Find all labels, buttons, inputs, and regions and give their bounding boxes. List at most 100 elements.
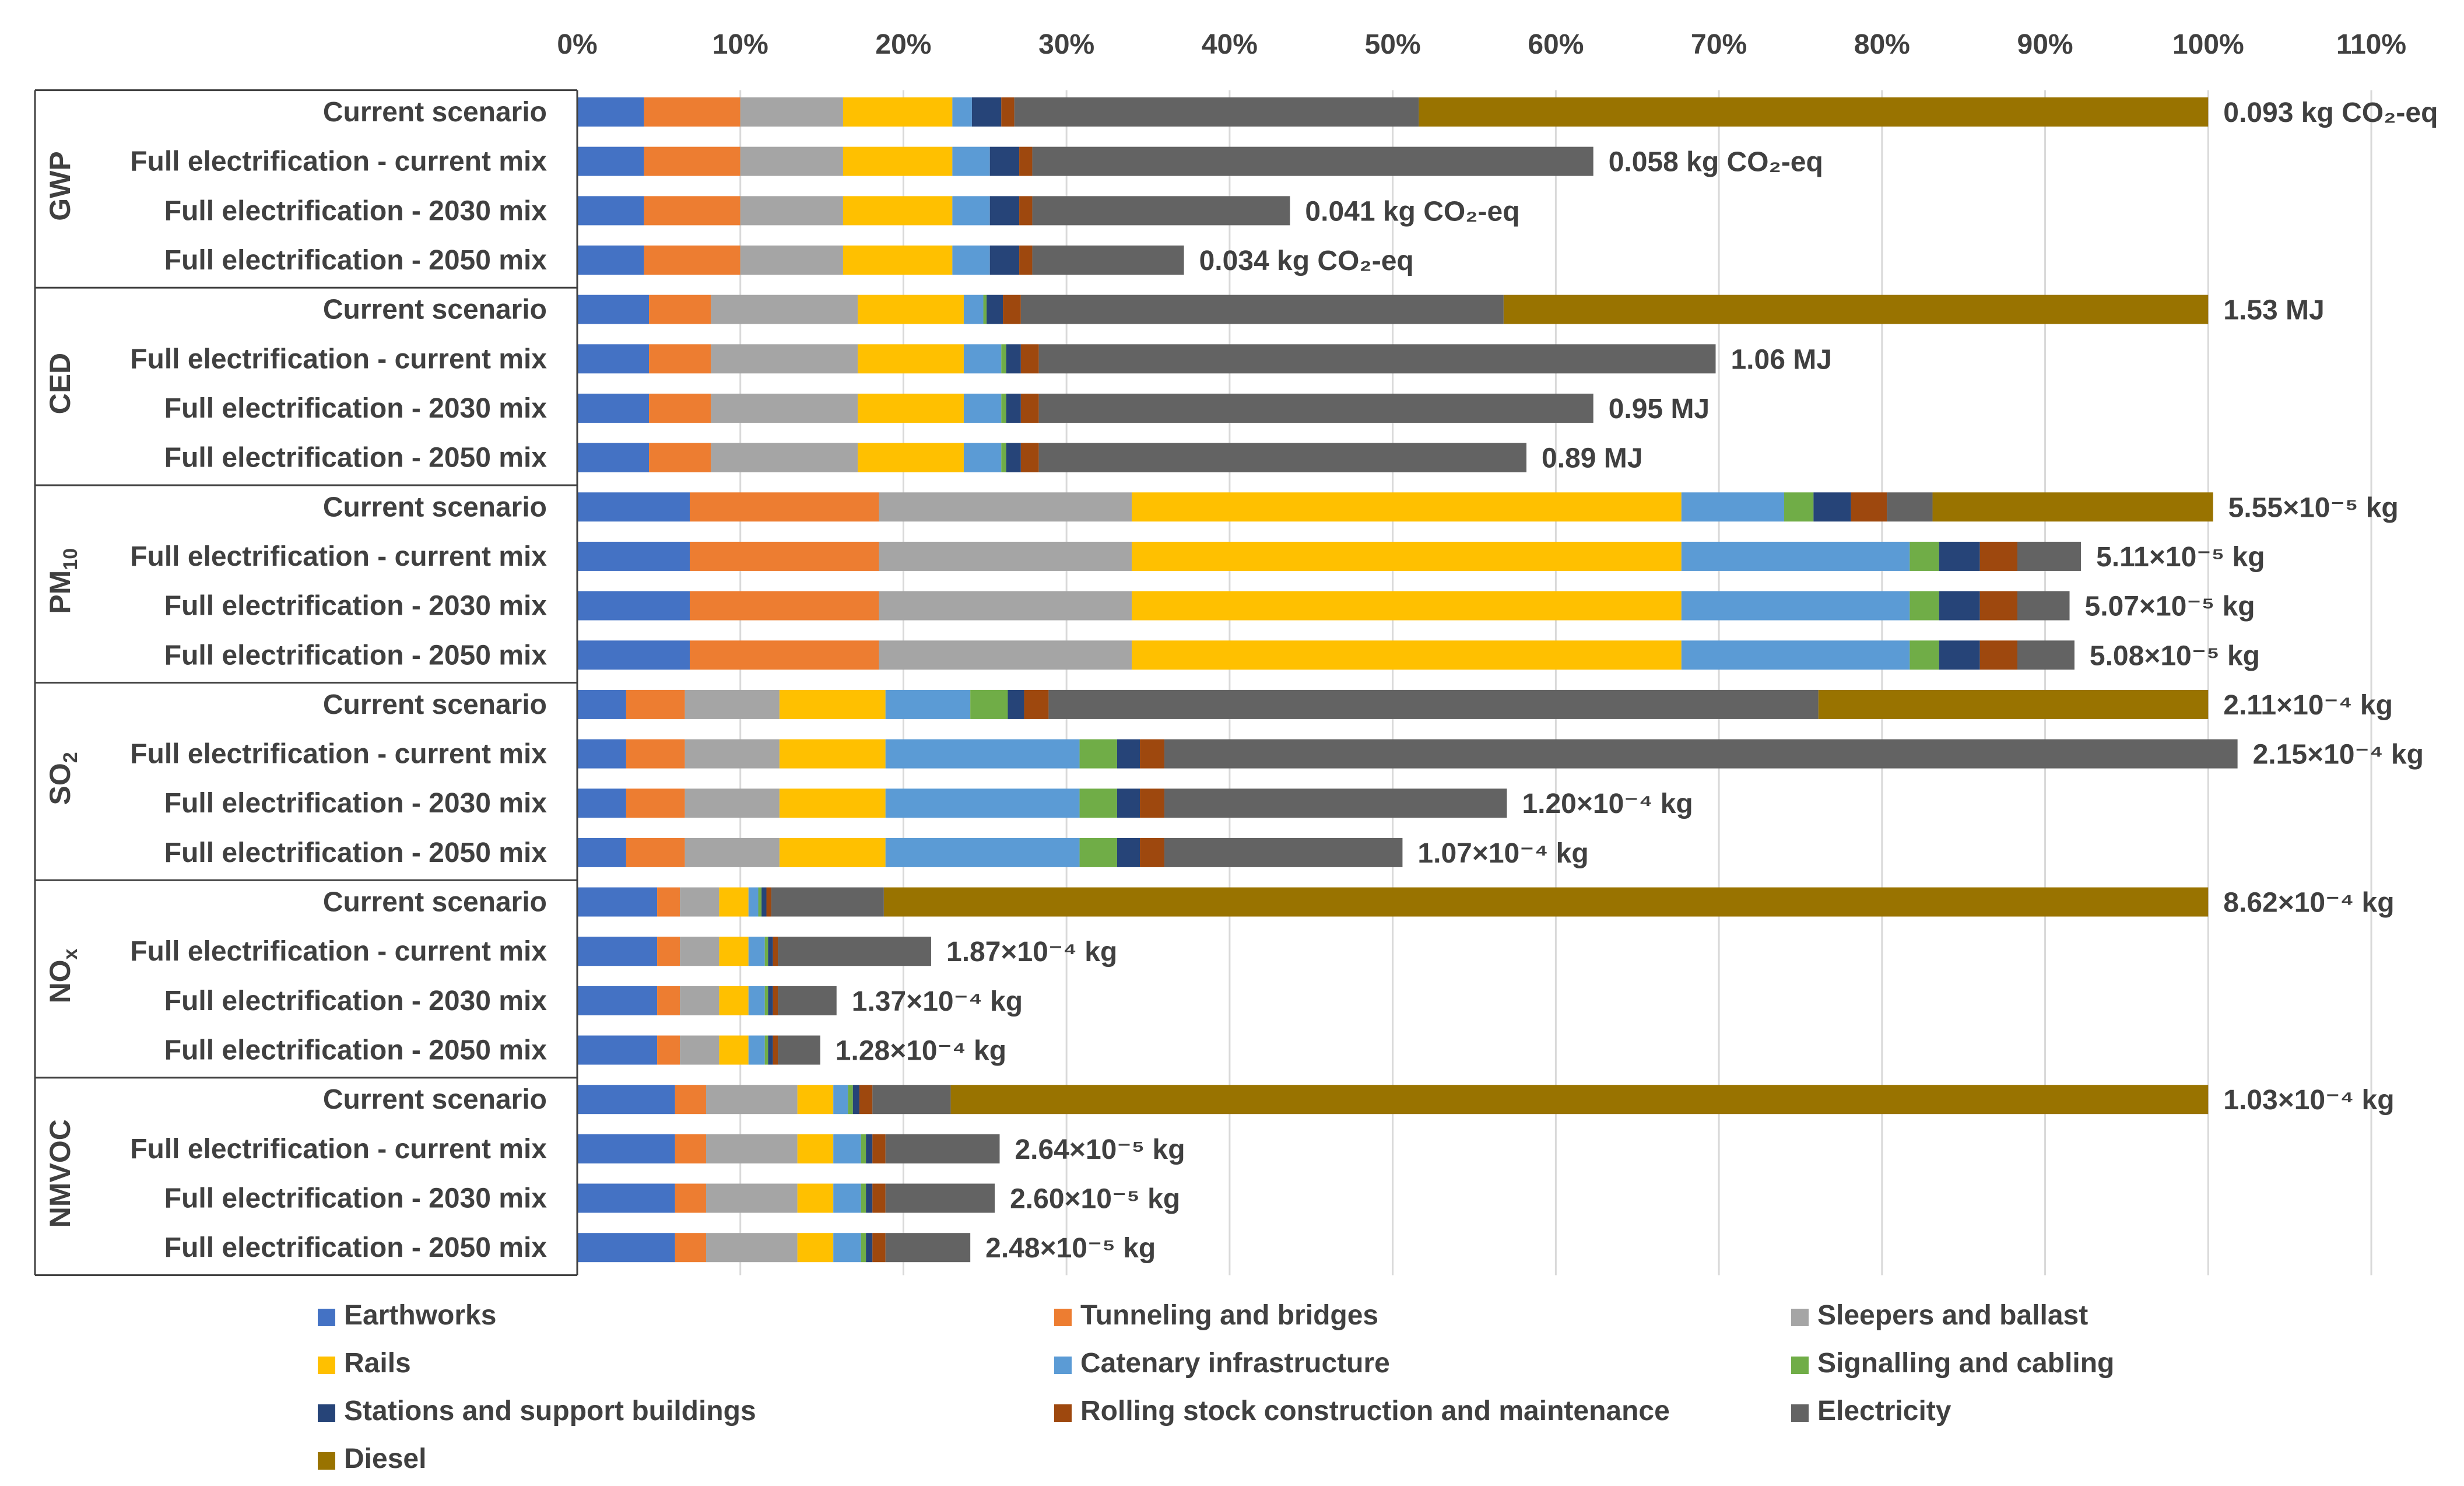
x-tick-label: 100%: [2172, 29, 2244, 60]
bar-total-label: 1.53 MJ: [2223, 295, 2324, 326]
bar-segment-rails: [797, 1134, 834, 1163]
bar-segment-electricity: [1038, 344, 1716, 374]
bar-segment-tunneling-and-bridges: [675, 1183, 706, 1213]
category-label: Current scenario: [323, 492, 547, 523]
bar-segment-sleepers-and-ballast: [680, 887, 719, 917]
bar-total-label: 5.55×10⁻⁵ kg: [2228, 492, 2399, 523]
bar-segment-sleepers-and-ballast: [705, 1134, 798, 1163]
bar-segment-rolling-stock-construction-and-maintenance: [1019, 146, 1033, 176]
bar-segment-earthworks: [577, 591, 690, 621]
bar-segment-earthworks: [577, 739, 626, 769]
bar-segment-rolling-stock-construction-and-maintenance: [1024, 689, 1049, 719]
category-axis-frame: [34, 89, 578, 1277]
bar-segment-electricity: [771, 887, 884, 917]
x-tick-label: 50%: [1365, 29, 1421, 60]
bar-segment-stations-and-support-buildings: [866, 1233, 873, 1263]
bar-segment-signalling-and-cabling: [1001, 393, 1006, 423]
x-tick-label: 70%: [1691, 29, 1747, 60]
bar-total-label: 0.041 kg CO₂-eq: [1305, 196, 1519, 227]
bar-segment-sleepers-and-ballast: [879, 541, 1132, 571]
category-label: Current scenario: [323, 295, 547, 325]
bar-segment-catenary-infrastructure: [963, 443, 1002, 472]
bar-segment-tunneling-and-bridges: [690, 492, 879, 522]
bar-segment-sleepers-and-ballast: [680, 1035, 719, 1065]
bar-segment-rolling-stock-construction-and-maintenance: [1140, 788, 1165, 818]
bar-segment-sleepers-and-ballast: [711, 295, 858, 324]
bar-segment-catenary-infrastructure: [833, 1134, 861, 1163]
bar-segment-tunneling-and-bridges: [690, 541, 879, 571]
x-tick-label: 20%: [875, 29, 931, 60]
legend-label: Diesel: [344, 1443, 426, 1474]
bar-segment-rails: [719, 1035, 749, 1065]
legend-label: Rails: [344, 1348, 411, 1379]
bar-total-label: 1.20×10⁻⁴ kg: [1522, 788, 1693, 819]
bar-segment-rolling-stock-construction-and-maintenance: [1140, 837, 1165, 867]
x-tick-label: 80%: [1854, 29, 1910, 60]
category-label: Full electrification - current mix: [130, 146, 547, 177]
x-axis-ticks: 0% 10% 20% 30% 40% 50% 60% 70% 80% 90% 100% 110%: [557, 29, 2406, 60]
legend-item-rolling-stock-construction-and-maintenance: Rolling stock construction and maintenan…: [1054, 1396, 1670, 1427]
bar-segment-electricity: [1164, 739, 2238, 769]
total-labels: 0.093 kg CO₂-eq 0.058 kg CO₂-eq 0.041 kg C…: [836, 97, 2438, 1264]
bar-segment-signalling-and-cabling: [848, 1085, 853, 1114]
bar-segment-earthworks: [577, 837, 626, 867]
category-label: Full electrification - 2030 mix: [164, 195, 547, 226]
bar-segment-stations-and-support-buildings: [761, 887, 767, 917]
bar-segment-sleepers-and-ballast: [711, 443, 858, 472]
bar-total-label: 8.62×10⁻⁴ kg: [2223, 888, 2394, 919]
category-label: Full electrification - 2050 mix: [164, 245, 547, 276]
bar-segment-tunneling-and-bridges: [644, 245, 740, 275]
bar-segment-rolling-stock-construction-and-maintenance: [1979, 541, 2017, 571]
bar-segment-rails: [1132, 591, 1682, 621]
bar-segment-earthworks: [577, 986, 658, 1015]
bar-segment-electricity: [1020, 295, 1504, 324]
bar-segment-rolling-stock-construction-and-maintenance: [1003, 295, 1021, 324]
bar-segment-stations-and-support-buildings: [971, 97, 1002, 127]
bar-total-label: 0.034 kg CO₂-eq: [1199, 246, 1414, 276]
bar-segment-rolling-stock-construction-and-maintenance: [1001, 97, 1015, 127]
bar-segment-sleepers-and-ballast: [705, 1085, 798, 1114]
bar-segment-signalling-and-cabling: [1001, 344, 1006, 374]
bar-segment-tunneling-and-bridges: [657, 887, 680, 917]
bar-segment-earthworks: [577, 393, 650, 423]
bar-segment-stations-and-support-buildings: [852, 1085, 859, 1114]
legend-label: Signalling and cabling: [1817, 1348, 2114, 1379]
bar-segment-electricity: [872, 1085, 951, 1114]
category-label: Full electrification - 2050 mix: [164, 837, 547, 868]
bar-segment-rails: [719, 937, 749, 966]
bar-segment-electricity: [1887, 492, 1933, 522]
bar-segment-rails: [779, 739, 886, 769]
bar-segment-sleepers-and-ballast: [705, 1233, 798, 1263]
bar-segment-rolling-stock-construction-and-maintenance: [773, 1035, 778, 1065]
bar-segment-rails: [843, 97, 953, 127]
bar-segment-rolling-stock-construction-and-maintenance: [1979, 640, 2017, 670]
bar-segment-stations-and-support-buildings: [1006, 344, 1021, 374]
group-label: NOx: [44, 949, 82, 1004]
bar-segment-catenary-infrastructure: [885, 689, 971, 719]
bar-segment-diesel: [883, 887, 2209, 917]
bar-segment-sleepers-and-ballast: [740, 146, 843, 176]
bar-segment-catenary-infrastructure: [748, 887, 759, 917]
bar-segment-electricity: [1032, 196, 1290, 226]
bar-segment-earthworks: [577, 344, 650, 374]
bar-segment-tunneling-and-bridges: [644, 146, 740, 176]
legend-swatch: [318, 1357, 335, 1374]
bar-segment-sleepers-and-ballast: [740, 245, 843, 275]
bar-segment-catenary-infrastructure: [963, 393, 1002, 423]
bar-segment-tunneling-and-bridges: [649, 443, 711, 472]
bar-segment-electricity: [2017, 640, 2075, 670]
bar-segment-catenary-infrastructure: [1681, 591, 1910, 621]
bar-segment-stations-and-support-buildings: [1117, 739, 1140, 769]
bar-segment-catenary-infrastructure: [952, 196, 990, 226]
bar-segment-catenary-infrastructure: [885, 739, 1080, 769]
bar-segment-stations-and-support-buildings: [1939, 591, 1980, 621]
bar-segment-sleepers-and-ballast: [879, 640, 1132, 670]
x-tick-label: 90%: [2017, 29, 2073, 60]
bar-segment-signalling-and-cabling: [970, 689, 1008, 719]
bar-segment-rails: [858, 443, 964, 472]
category-label: Current scenario: [323, 97, 547, 128]
category-label: Current scenario: [323, 1084, 547, 1115]
category-label: Full electrification - 2030 mix: [164, 986, 547, 1017]
bar-segment-catenary-infrastructure: [1681, 492, 1784, 522]
legend-swatch: [1054, 1357, 1072, 1374]
